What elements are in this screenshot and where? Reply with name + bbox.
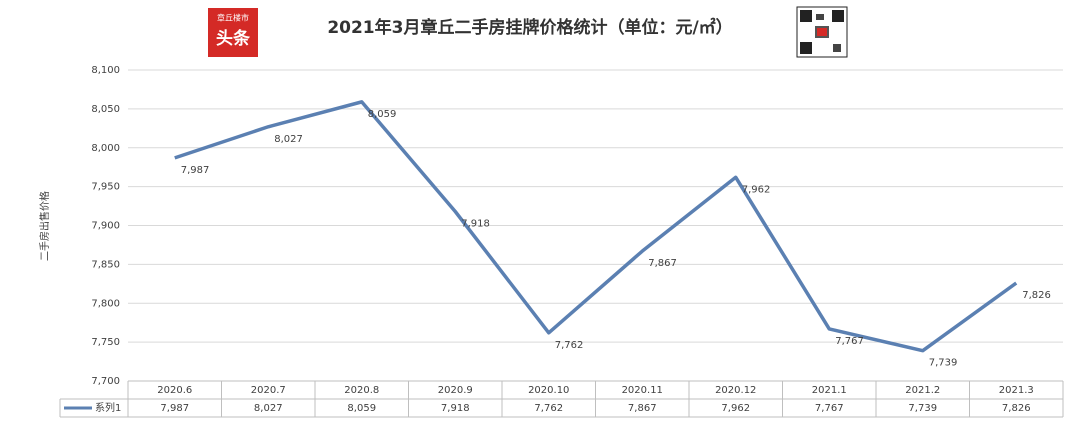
data-label: 7,918 xyxy=(461,219,490,230)
data-label: 7,826 xyxy=(1022,290,1051,301)
data-label: 7,867 xyxy=(648,258,677,269)
table-value: 8,059 xyxy=(347,403,376,414)
y-tick-label: 7,800 xyxy=(91,298,120,309)
table-value: 7,962 xyxy=(721,403,750,414)
y-tick-label: 7,900 xyxy=(91,221,120,232)
table-value: 7,762 xyxy=(534,403,563,414)
y-tick-label: 8,100 xyxy=(91,65,120,76)
data-label: 7,762 xyxy=(555,340,584,351)
table-value: 7,867 xyxy=(628,403,657,414)
x-tick-label: 2020.12 xyxy=(715,385,756,396)
table-value: 7,767 xyxy=(815,403,844,414)
y-tick-label: 7,750 xyxy=(91,337,120,348)
legend-label: 系列1 xyxy=(95,401,121,414)
y-tick-label: 7,700 xyxy=(91,376,120,387)
y-tick-label: 8,050 xyxy=(91,104,120,115)
x-tick-label: 2020.11 xyxy=(622,385,663,396)
table-value: 8,027 xyxy=(254,403,283,414)
table-value: 7,739 xyxy=(908,403,937,414)
x-tick-label: 2020.8 xyxy=(344,385,379,396)
qr-code xyxy=(796,6,848,58)
x-tick-label: 2021.1 xyxy=(812,385,847,396)
data-label: 7,767 xyxy=(835,336,864,347)
x-tick-label: 2020.9 xyxy=(438,385,473,396)
y-axis-label: 二手房出售价格 xyxy=(38,191,51,261)
logo-bottom: 头条 xyxy=(216,28,251,49)
y-tick-label: 7,950 xyxy=(91,182,120,193)
table-value: 7,918 xyxy=(441,403,470,414)
data-label: 7,987 xyxy=(181,165,210,176)
y-tick-label: 7,850 xyxy=(91,259,120,270)
x-tick-label: 2020.10 xyxy=(528,385,569,396)
data-label: 8,027 xyxy=(274,134,303,145)
y-tick-label: 8,000 xyxy=(91,143,120,154)
table-value: 7,987 xyxy=(160,403,189,414)
logo xyxy=(208,8,258,57)
logo-top: 章丘楼市 xyxy=(217,13,249,23)
x-tick-label: 2021.2 xyxy=(905,385,940,396)
x-tick-label: 2020.7 xyxy=(251,385,286,396)
chart-title: 2021年3月章丘二手房挂牌价格统计（单位：元/㎡） xyxy=(327,17,732,38)
x-tick-label: 2021.3 xyxy=(999,385,1034,396)
table-value: 7,826 xyxy=(1002,403,1031,414)
data-label: 7,739 xyxy=(929,358,958,369)
series-line xyxy=(174,100,1018,353)
x-tick-label: 2020.6 xyxy=(157,385,192,396)
data-label: 7,962 xyxy=(742,184,771,195)
data-label: 8,059 xyxy=(368,109,397,120)
